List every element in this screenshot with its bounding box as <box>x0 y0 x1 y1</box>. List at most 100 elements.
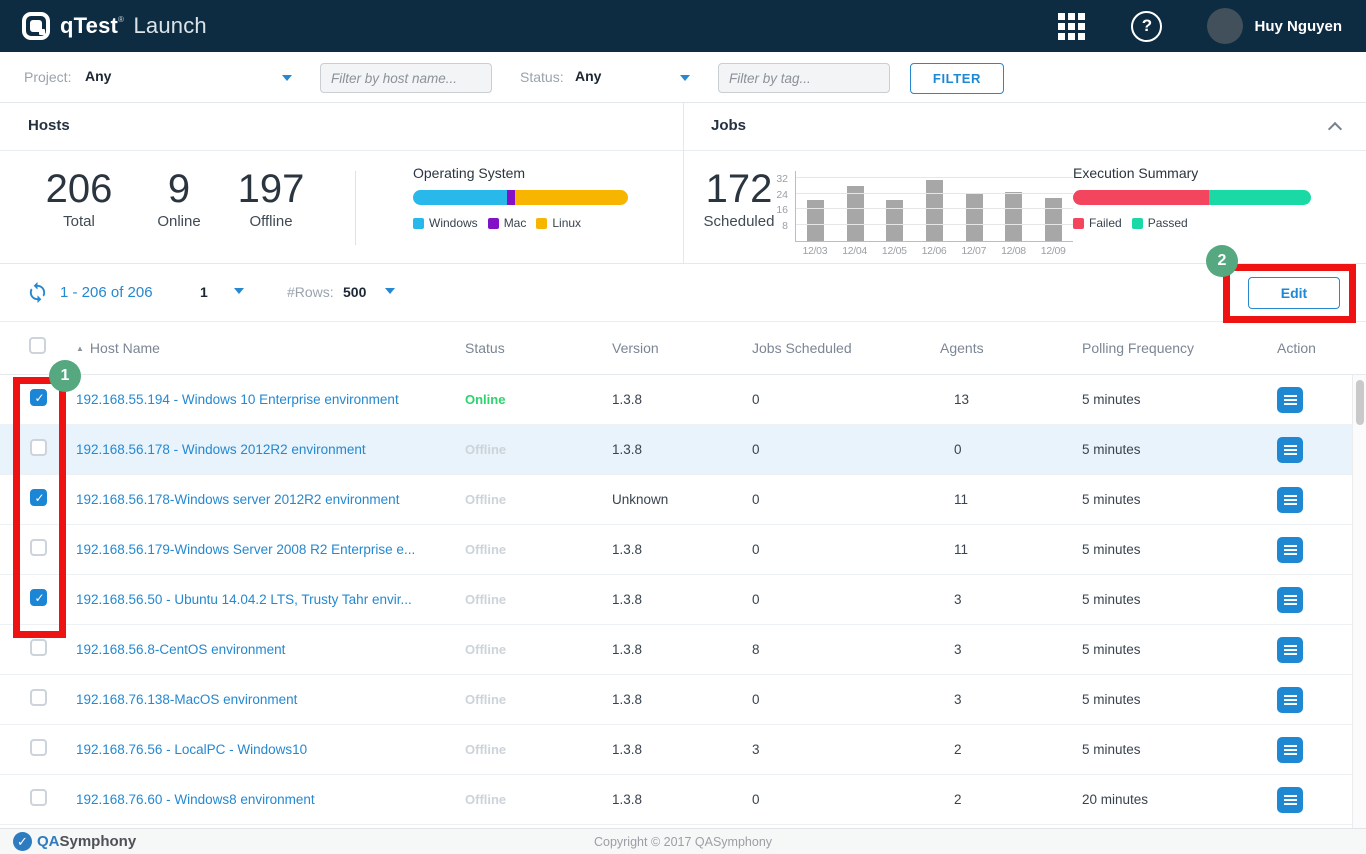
row-action-menu-button[interactable] <box>1277 436 1303 463</box>
row-checkbox[interactable] <box>30 638 47 656</box>
user-name[interactable]: Huy Nguyen <box>1254 17 1342 35</box>
sort-asc-icon: ▲ <box>76 344 84 353</box>
collapse-panel-icon[interactable] <box>1327 121 1343 137</box>
host-name-link[interactable]: 192.168.76.138-MacOS environment <box>76 692 298 707</box>
row-action-menu-button[interactable] <box>1277 686 1303 713</box>
pagination-range: 1 - 206 of 206 <box>60 284 153 301</box>
row-action-menu-button[interactable] <box>1277 736 1303 763</box>
bar <box>886 199 904 241</box>
help-icon[interactable]: ? <box>1131 10 1163 42</box>
row-action-menu-button[interactable] <box>1277 636 1303 663</box>
column-header-status[interactable]: Status <box>465 340 505 356</box>
legend-item-linux: Linux <box>536 216 581 230</box>
column-header-host-name[interactable]: ▲ Host Name <box>76 340 160 356</box>
row-checkbox[interactable] <box>30 438 47 456</box>
legend-item-mac: Mac <box>487 216 526 230</box>
legend-item-failed: Failed <box>1073 216 1122 230</box>
table-header-row: ▲ Host Name Status Version Jobs Scheduled Age… <box>0 322 1366 375</box>
column-header-agents[interactable]: Agents <box>940 340 984 356</box>
row-action-menu-button[interactable] <box>1277 536 1303 563</box>
refresh-button[interactable] <box>25 281 49 305</box>
row-checkbox[interactable] <box>30 488 47 506</box>
version-cell: 1.3.8 <box>612 692 643 707</box>
chevron-down-icon[interactable] <box>680 75 690 81</box>
row-checkbox[interactable] <box>30 738 47 756</box>
gridline <box>796 192 1073 194</box>
action-cell <box>1277 736 1366 763</box>
x-tick-label: 12/03 <box>802 245 828 257</box>
x-tick-label: 12/07 <box>961 245 987 257</box>
filter-button[interactable]: FILTER <box>910 63 1004 94</box>
page-dropdown[interactable]: 1 <box>200 284 208 300</box>
segment-linux <box>515 190 628 205</box>
row-checkbox[interactable] <box>30 688 47 706</box>
user-avatar[interactable] <box>1207 8 1244 44</box>
agents-cell: 3 <box>954 642 962 657</box>
version-cell: 1.3.8 <box>612 742 643 757</box>
row-checkbox[interactable] <box>30 788 47 806</box>
host-name-link[interactable]: 192.168.56.179-Windows Server 2008 R2 En… <box>76 542 416 557</box>
host-name-link[interactable]: 192.168.76.60 - Windows8 environment <box>76 792 315 807</box>
table-row: 192.168.76.138-MacOS environment Offline… <box>0 675 1366 725</box>
app-grid-icon[interactable] <box>1058 12 1086 40</box>
version-cell: 1.3.8 <box>612 642 643 657</box>
status-badge: Offline <box>465 492 507 507</box>
os-chart-block: Operating System Windows Mac Linux <box>413 165 633 230</box>
bar <box>1005 191 1023 241</box>
row-checkbox[interactable] <box>30 588 47 606</box>
vertical-scrollbar-track[interactable] <box>1352 375 1366 828</box>
os-legend: Windows Mac Linux <box>413 216 633 230</box>
row-action-menu-button[interactable] <box>1277 586 1303 613</box>
tag-filter-input[interactable] <box>718 63 890 93</box>
host-name-link[interactable]: 192.168.55.194 - Windows 10 Enterprise e… <box>76 392 399 407</box>
bar <box>846 185 864 241</box>
table-row: 192.168.76.56 - LocalPC - Windows10 Offl… <box>0 725 1366 775</box>
column-header-version[interactable]: Version <box>612 340 659 356</box>
stat-value: 206 <box>45 167 113 211</box>
row-checkbox[interactable] <box>30 388 47 406</box>
segment-failed <box>1073 190 1209 205</box>
execution-legend: Failed Passed <box>1073 216 1313 230</box>
column-header-action[interactable]: Action <box>1277 340 1316 356</box>
legend-swatch <box>1131 217 1143 229</box>
table-row: 192.168.76.60 - Windows8 environment Off… <box>0 775 1366 825</box>
qasymphony-logo[interactable]: ✓ QA Symphony <box>13 832 136 851</box>
row-action-menu-button[interactable] <box>1277 786 1303 813</box>
rows-per-page-dropdown[interactable]: 500 <box>343 284 367 300</box>
host-name-link[interactable]: 192.168.56.178 - Windows 2012R2 environm… <box>76 442 366 457</box>
agents-cell: 11 <box>954 492 969 507</box>
page-footer: ✓ QA Symphony Copyright © 2017 QASymphony <box>0 828 1366 854</box>
chevron-down-icon[interactable] <box>385 288 395 294</box>
x-tick-label: 12/06 <box>921 245 947 257</box>
status-label: Status: <box>520 69 564 85</box>
status-dropdown[interactable]: Any <box>575 68 602 84</box>
project-dropdown[interactable]: Any <box>85 68 112 84</box>
column-header-jobs-scheduled[interactable]: Jobs Scheduled <box>752 340 852 356</box>
host-name-link[interactable]: 192.168.56.178-Windows server 2012R2 env… <box>76 492 400 507</box>
menu-icon <box>1283 694 1297 697</box>
host-name-filter-input[interactable] <box>320 63 492 93</box>
chevron-down-icon[interactable] <box>282 75 292 81</box>
agents-cell: 3 <box>954 592 962 607</box>
execution-summary-title: Execution Summary <box>1073 165 1199 181</box>
menu-icon <box>1283 744 1297 747</box>
checkbox-cell <box>0 738 76 761</box>
chevron-down-icon[interactable] <box>234 288 244 294</box>
row-action-menu-button[interactable] <box>1277 386 1303 413</box>
host-name-link[interactable]: 192.168.76.56 - LocalPC - Windows10 <box>76 742 308 757</box>
stat-label: Offline <box>249 213 293 230</box>
row-action-menu-button[interactable] <box>1277 486 1303 513</box>
status-badge: Offline <box>465 642 507 657</box>
vertical-scrollbar-thumb[interactable] <box>1356 380 1364 425</box>
polling-frequency-cell: 20 minutes <box>1082 792 1149 807</box>
row-checkbox[interactable] <box>30 538 47 556</box>
stat-value: 9 <box>167 167 191 211</box>
edit-button[interactable]: Edit <box>1248 277 1340 309</box>
host-name-link[interactable]: 192.168.56.50 - Ubuntu 14.04.2 LTS, Trus… <box>76 592 412 607</box>
select-all-checkbox[interactable] <box>29 337 46 354</box>
legend-swatch <box>413 217 424 229</box>
status-badge: Offline <box>465 742 507 757</box>
qtest-launch-logo[interactable]: qTest® Launch <box>22 12 207 40</box>
host-name-link[interactable]: 192.168.56.8-CentOS environment <box>76 642 286 657</box>
column-header-polling-frequency[interactable]: Polling Frequency <box>1082 340 1195 356</box>
